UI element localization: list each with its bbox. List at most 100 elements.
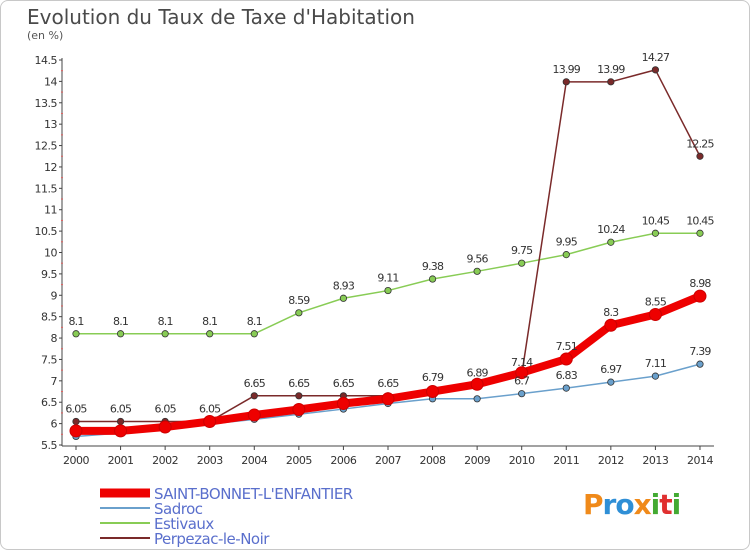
chart-title: Evolution du Taux de Taxe d'Habitation	[27, 5, 415, 29]
y-tick-label: 13	[44, 118, 57, 131]
y-tick-label: 11.5	[35, 182, 58, 195]
data-point	[473, 267, 481, 275]
y-tick-label: 7.5	[41, 353, 57, 366]
data-point	[339, 294, 348, 302]
x-tick-label: 2007	[375, 454, 401, 467]
data-point	[607, 378, 615, 386]
y-tick-label: 8	[51, 332, 58, 345]
data-point	[158, 420, 172, 434]
data-point	[426, 385, 440, 399]
data-point	[562, 251, 570, 259]
y-tick-label: 9	[51, 289, 58, 302]
y-tick-label: 10.5	[35, 225, 58, 238]
data-point	[161, 330, 169, 338]
y-tick-label: 13.5	[35, 97, 58, 110]
data-point	[428, 275, 437, 283]
data-label: 6.65	[288, 377, 310, 390]
y-tick-label: 6.5	[41, 396, 57, 409]
data-label: 6.97	[600, 363, 622, 376]
data-point	[72, 330, 80, 338]
data-label: 8.55	[645, 296, 667, 309]
data-label: 10.45	[642, 214, 670, 227]
data-point	[381, 392, 395, 406]
data-label: 9.11	[377, 272, 398, 285]
data-label: 7.51	[556, 340, 577, 353]
data-point	[203, 414, 217, 428]
x-tick-label: 2005	[286, 454, 312, 467]
data-point	[562, 384, 570, 392]
data-label: 7.11	[645, 357, 666, 370]
data-label: 13.99	[553, 63, 581, 76]
y-tick-label: 14.5	[35, 54, 58, 67]
data-point	[69, 424, 83, 438]
data-label: 8.1	[158, 315, 173, 328]
data-label: 7.39	[689, 345, 711, 358]
data-label: 9.75	[511, 244, 533, 257]
data-point	[336, 397, 350, 411]
data-point	[114, 424, 128, 438]
data-label: 6.05	[199, 402, 221, 415]
data-point	[473, 395, 481, 403]
data-point	[696, 229, 704, 237]
data-label: 6.05	[65, 402, 87, 415]
x-tick-label: 2010	[509, 454, 535, 467]
data-point	[607, 78, 615, 86]
legend-label: SAINT-BONNET-L'ENFANTIER	[154, 485, 353, 503]
data-label: 8.1	[247, 315, 262, 328]
data-label: 7.14	[511, 356, 533, 369]
x-tick-label: 2001	[108, 454, 134, 467]
x-tick-label: 2012	[598, 454, 624, 467]
y-tick-label: 7	[51, 375, 58, 388]
data-label: 12.25	[686, 137, 714, 150]
y-tick-label: 11	[44, 204, 57, 217]
data-label: 8.3	[603, 306, 619, 319]
x-tick-label: 2011	[553, 454, 579, 467]
data-point	[518, 259, 526, 267]
data-point	[648, 308, 662, 322]
data-point	[72, 417, 80, 426]
data-point	[518, 390, 526, 398]
data-point	[384, 286, 392, 295]
data-point	[696, 360, 704, 368]
data-label: 14.27	[642, 51, 670, 64]
data-point	[515, 366, 529, 380]
data-point	[651, 66, 660, 74]
data-label: 9.95	[556, 236, 578, 249]
data-label: 6.83	[556, 369, 578, 382]
data-point	[116, 330, 125, 338]
y-tick-label: 8.5	[41, 311, 57, 324]
data-label: 10.45	[686, 214, 714, 227]
data-point	[206, 330, 214, 338]
x-tick-label: 2006	[330, 454, 356, 467]
x-tick-label: 2002	[152, 454, 178, 467]
data-point	[604, 318, 618, 332]
data-point	[116, 417, 125, 426]
data-point	[295, 309, 303, 317]
data-label: 13.99	[597, 63, 625, 76]
x-tick-label: 2004	[241, 454, 267, 467]
data-point	[292, 402, 306, 416]
y-tick-label: 10	[44, 247, 57, 260]
data-label: 8.93	[333, 279, 355, 292]
legend-label: Sadroc	[154, 500, 203, 518]
x-tick-label: 2003	[197, 454, 223, 467]
data-point	[651, 372, 660, 380]
legend-label: Perpezac-le-Noir	[154, 530, 270, 548]
legend-label: Estivaux	[154, 515, 214, 533]
data-label: 6.89	[466, 367, 488, 380]
data-label: 6.79	[422, 371, 444, 384]
data-label: 6.65	[244, 377, 266, 390]
data-point	[470, 377, 484, 391]
data-label: 6.65	[377, 377, 399, 390]
x-tick-label: 2014	[687, 454, 713, 467]
data-point	[562, 78, 570, 86]
y-tick-label: 12	[44, 161, 57, 174]
data-label: 9.56	[466, 252, 488, 265]
data-label: 8.98	[689, 277, 711, 290]
data-point	[295, 392, 303, 400]
data-point	[693, 289, 707, 303]
data-label: 8.1	[68, 315, 83, 328]
data-point	[247, 408, 261, 422]
y-tick-label: 6	[51, 418, 58, 431]
